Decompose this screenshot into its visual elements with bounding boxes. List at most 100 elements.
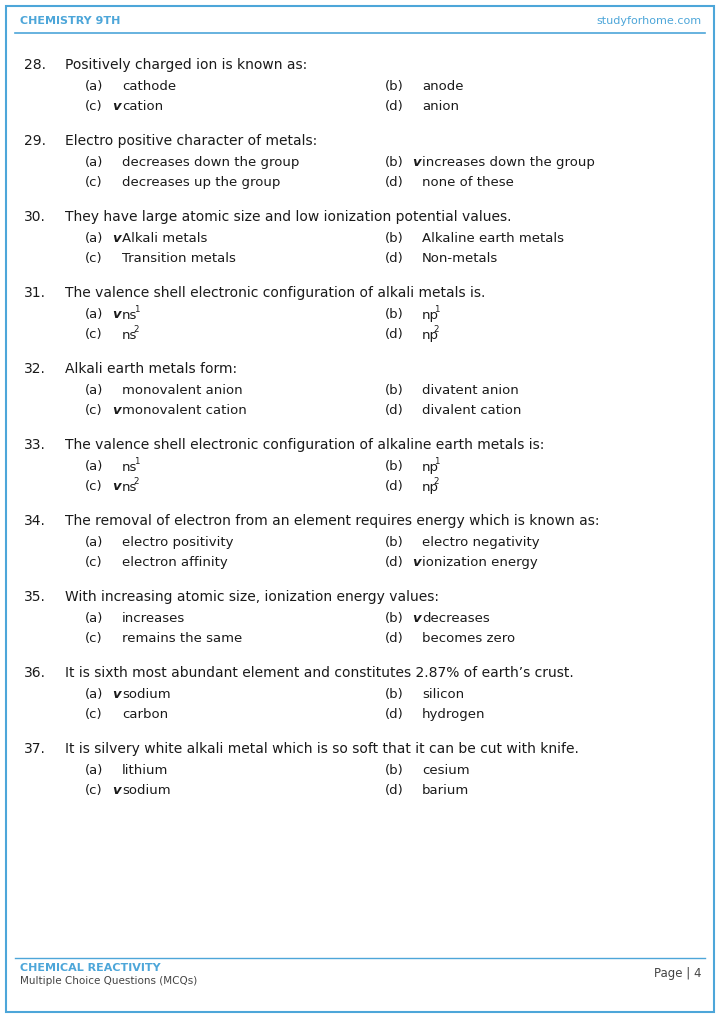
Text: np: np: [422, 480, 439, 494]
Text: (d): (d): [385, 556, 404, 569]
Text: (a): (a): [85, 688, 104, 701]
Text: hydrogen: hydrogen: [422, 708, 485, 721]
Text: divatent anion: divatent anion: [422, 384, 518, 397]
Text: 36.: 36.: [24, 666, 46, 680]
Text: 32.: 32.: [24, 362, 46, 376]
Text: cation: cation: [122, 100, 163, 113]
Text: CHEMISTRY 9TH: CHEMISTRY 9TH: [20, 16, 120, 26]
Text: v: v: [112, 100, 121, 113]
Text: Alkali earth metals form:: Alkali earth metals form:: [65, 362, 237, 376]
Text: (d): (d): [385, 328, 404, 341]
Text: CHEMICAL REACTIVITY: CHEMICAL REACTIVITY: [20, 963, 161, 973]
Text: v: v: [112, 480, 121, 493]
Text: (c): (c): [85, 404, 103, 417]
Text: (d): (d): [385, 404, 404, 417]
Text: np: np: [422, 461, 439, 474]
Text: (c): (c): [85, 480, 103, 493]
Text: 2: 2: [433, 476, 439, 486]
Text: anode: anode: [422, 80, 464, 93]
Text: (d): (d): [385, 480, 404, 493]
Text: (d): (d): [385, 252, 404, 265]
Text: (c): (c): [85, 176, 103, 189]
Text: barium: barium: [422, 784, 469, 797]
Text: v: v: [112, 308, 121, 321]
Text: (c): (c): [85, 556, 103, 569]
Text: It is sixth most abundant element and constitutes 2.87% of earth’s crust.: It is sixth most abundant element and co…: [65, 666, 574, 680]
Text: 2: 2: [134, 476, 139, 486]
Text: (a): (a): [85, 612, 104, 625]
Text: v: v: [112, 232, 121, 245]
Text: Multiple Choice Questions (MCQs): Multiple Choice Questions (MCQs): [20, 976, 197, 986]
Text: v: v: [412, 612, 420, 625]
Text: (b): (b): [385, 232, 404, 245]
Text: (a): (a): [85, 156, 104, 169]
Text: increases: increases: [122, 612, 185, 625]
Text: ns: ns: [122, 461, 138, 474]
Text: electro negativity: electro negativity: [422, 536, 539, 549]
Text: 1: 1: [433, 457, 439, 465]
Text: decreases: decreases: [422, 612, 490, 625]
Text: sodium: sodium: [122, 784, 171, 797]
Text: electro positivity: electro positivity: [122, 536, 233, 549]
Text: 31.: 31.: [24, 286, 46, 300]
Text: studyforhome.com: studyforhome.com: [120, 358, 621, 698]
Text: 33.: 33.: [24, 438, 46, 452]
Text: 2: 2: [433, 325, 439, 334]
Text: (a): (a): [85, 232, 104, 245]
Text: v: v: [412, 156, 420, 169]
Text: The valence shell electronic configuration of alkali metals is.: The valence shell electronic configurati…: [65, 286, 485, 300]
Text: 28.: 28.: [24, 58, 46, 72]
Text: With increasing atomic size, ionization energy values:: With increasing atomic size, ionization …: [65, 590, 439, 604]
Text: (d): (d): [385, 784, 404, 797]
Text: remains the same: remains the same: [122, 632, 242, 645]
Text: (a): (a): [85, 80, 104, 93]
Text: (b): (b): [385, 384, 404, 397]
Text: (c): (c): [85, 328, 103, 341]
Text: (b): (b): [385, 612, 404, 625]
Text: They have large atomic size and low ionization potential values.: They have large atomic size and low ioni…: [65, 210, 511, 224]
Text: (c): (c): [85, 252, 103, 265]
Text: (d): (d): [385, 708, 404, 721]
Text: 35.: 35.: [24, 590, 46, 604]
Text: decreases down the group: decreases down the group: [122, 156, 300, 169]
Text: The removal of electron from an element requires energy which is known as:: The removal of electron from an element …: [65, 514, 600, 528]
Text: decreases up the group: decreases up the group: [122, 176, 280, 189]
Text: (c): (c): [85, 708, 103, 721]
Text: electron affinity: electron affinity: [122, 556, 228, 569]
Text: ns: ns: [122, 480, 138, 494]
Text: (a): (a): [85, 536, 104, 549]
Text: 1: 1: [433, 304, 439, 314]
Text: Page | 4: Page | 4: [654, 967, 702, 980]
Text: (b): (b): [385, 156, 404, 169]
Text: ns: ns: [122, 329, 138, 342]
Text: anion: anion: [422, 100, 459, 113]
Text: Non-metals: Non-metals: [422, 252, 498, 265]
Text: np: np: [422, 329, 439, 342]
Text: cathode: cathode: [122, 80, 176, 93]
Text: (b): (b): [385, 308, 404, 321]
Text: (d): (d): [385, 100, 404, 113]
Text: np: np: [422, 309, 439, 322]
Text: carbon: carbon: [122, 708, 168, 721]
Text: studyforhome.com: studyforhome.com: [597, 16, 702, 26]
Text: (b): (b): [385, 80, 404, 93]
Text: It is silvery white alkali metal which is so soft that it can be cut with knife.: It is silvery white alkali metal which i…: [65, 742, 579, 756]
Text: Alkaline earth metals: Alkaline earth metals: [422, 232, 564, 245]
Text: sodium: sodium: [122, 688, 171, 701]
Text: divalent cation: divalent cation: [422, 404, 521, 417]
Text: 30.: 30.: [24, 210, 46, 224]
Text: (b): (b): [385, 688, 404, 701]
Text: Transition metals: Transition metals: [122, 252, 236, 265]
Text: (a): (a): [85, 384, 104, 397]
Text: v: v: [112, 404, 121, 417]
Text: (b): (b): [385, 764, 404, 777]
Text: (a): (a): [85, 460, 104, 473]
Text: ionization energy: ionization energy: [422, 556, 538, 569]
Text: (b): (b): [385, 536, 404, 549]
Text: increases down the group: increases down the group: [422, 156, 595, 169]
Text: monovalent cation: monovalent cation: [122, 404, 247, 417]
Text: 34.: 34.: [24, 514, 46, 528]
Text: none of these: none of these: [422, 176, 514, 189]
Text: Electro positive character of metals:: Electro positive character of metals:: [65, 134, 318, 148]
Text: (d): (d): [385, 632, 404, 645]
